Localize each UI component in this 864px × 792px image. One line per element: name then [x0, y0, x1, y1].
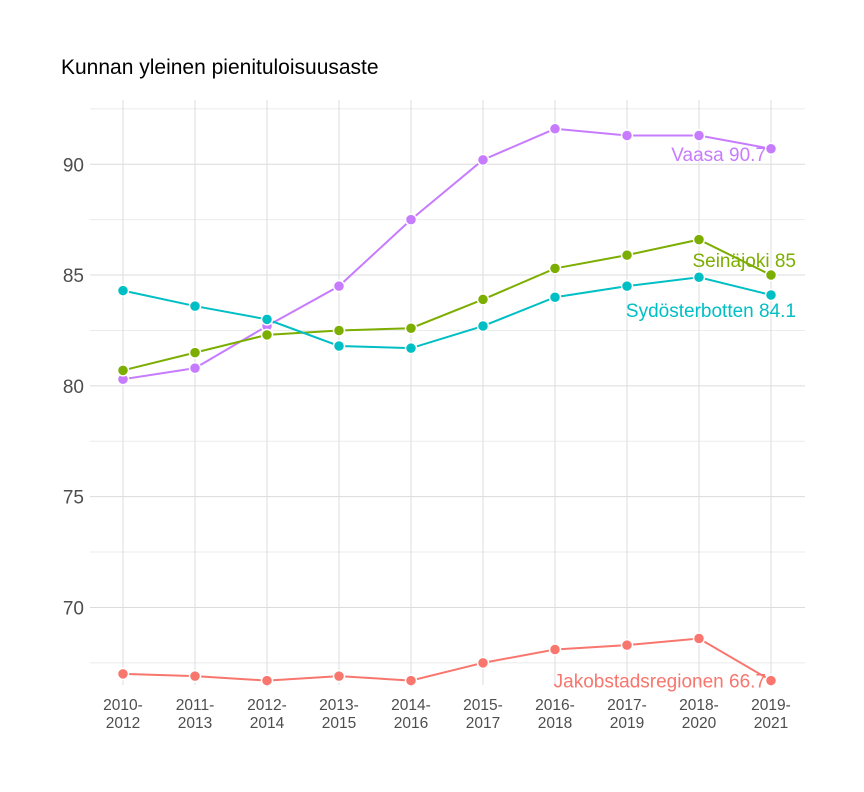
x-tick-label: 2018 — [538, 715, 572, 732]
data-point — [476, 319, 490, 333]
x-tick-label: 2020 — [682, 715, 717, 732]
x-tick-label: 2010- — [103, 697, 143, 714]
data-point — [260, 674, 274, 687]
data-point — [332, 279, 346, 293]
data-point — [548, 290, 562, 304]
series-line-sydösterbotten — [122, 276, 772, 350]
data-point — [548, 122, 562, 136]
data-point — [260, 313, 274, 326]
x-tick-label: 2013- — [319, 697, 359, 714]
data-point — [260, 328, 274, 342]
y-tick-label: 70 — [63, 598, 84, 619]
series-end-label: Seinäjoki 85 — [692, 251, 796, 272]
data-point — [188, 361, 202, 375]
x-tick-label: 2021 — [754, 715, 788, 732]
series-line-vaasa — [122, 127, 772, 381]
data-point — [188, 669, 202, 683]
data-point — [692, 271, 706, 284]
x-tick-label: 2013 — [178, 715, 212, 732]
data-point — [620, 638, 634, 652]
data-point — [620, 248, 634, 262]
data-point — [404, 674, 418, 687]
x-tick-label: 2014- — [391, 697, 431, 714]
y-tick-label: 85 — [63, 266, 84, 287]
x-tick-label: 2017- — [607, 697, 647, 714]
x-tick-label: 2018- — [679, 697, 719, 714]
series-end-label: Sydösterbotten 84.1 — [626, 301, 796, 322]
data-point — [620, 129, 634, 142]
data-point — [476, 656, 490, 670]
data-point — [692, 233, 706, 246]
data-point — [692, 632, 706, 645]
x-tick-label: 2011- — [176, 697, 215, 714]
y-tick-label: 75 — [63, 488, 84, 509]
x-tick-label: 2016- — [535, 697, 575, 714]
data-point — [548, 643, 562, 656]
x-tick-label: 2017 — [466, 715, 500, 732]
data-point — [116, 667, 130, 681]
data-point — [548, 262, 562, 275]
x-tick-label: 2019- — [751, 697, 791, 714]
data-point — [116, 364, 130, 377]
data-point — [116, 284, 130, 297]
series-line-seinäjoki — [122, 238, 772, 372]
data-point — [476, 153, 490, 167]
y-tick-label: 90 — [63, 155, 84, 176]
y-tick-label: 80 — [63, 377, 84, 398]
chart-title: Kunnan yleinen pienituloisuusaste — [61, 56, 379, 79]
data-point — [332, 669, 346, 683]
x-tick-label: 2015 — [322, 715, 356, 732]
data-point — [764, 674, 778, 687]
x-tick-label: 2015- — [463, 697, 503, 714]
data-point — [188, 346, 202, 359]
data-point — [188, 299, 202, 313]
data-point — [692, 129, 706, 142]
series-line-jakobstadsregionen — [122, 637, 772, 682]
data-point — [332, 339, 346, 353]
x-tick-label: 2016 — [394, 715, 428, 732]
data-point — [764, 288, 778, 302]
data-point — [404, 341, 418, 355]
x-tick-label: 2012 — [106, 715, 140, 732]
data-point — [764, 268, 778, 282]
x-tick-label: 2012- — [247, 697, 287, 714]
data-point — [404, 321, 418, 335]
x-tick-label: 2014 — [250, 715, 285, 732]
data-point — [332, 324, 346, 337]
series-end-label: Jakobstadsregionen 66.7 — [554, 672, 766, 693]
data-point — [476, 293, 490, 306]
series-end-label: Vaasa 90.7 — [671, 145, 766, 166]
data-point — [404, 213, 418, 226]
x-tick-label: 2019 — [610, 715, 644, 732]
data-point — [764, 142, 778, 155]
data-point — [620, 279, 634, 293]
